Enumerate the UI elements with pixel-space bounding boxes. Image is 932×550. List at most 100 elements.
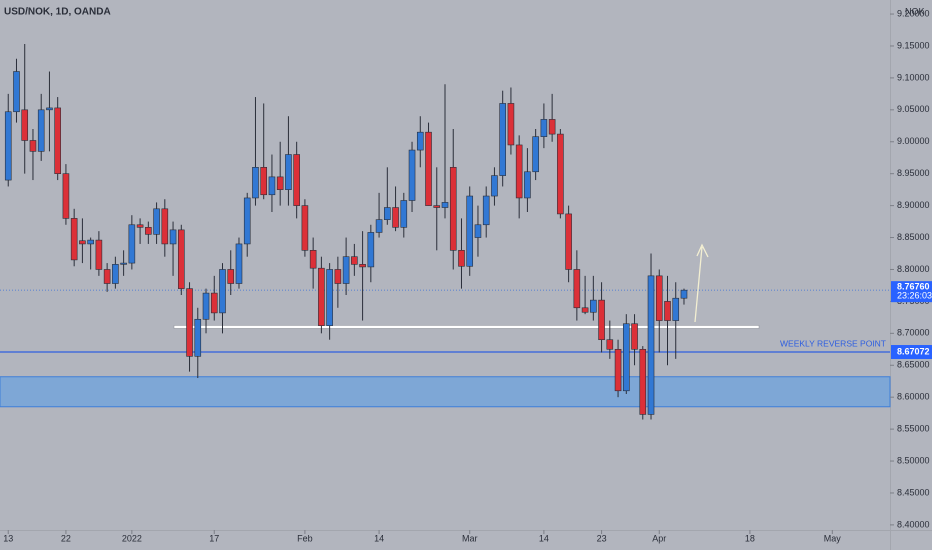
- y-tick-label: 8.95000: [897, 168, 930, 178]
- candle-body: [622, 323, 630, 392]
- candle-body: [441, 202, 449, 208]
- support-line: [173, 325, 760, 329]
- x-tick-label: May: [824, 533, 842, 543]
- x-tick-label: 13: [3, 533, 13, 543]
- candle-body: [565, 213, 572, 270]
- x-tick-label: 17: [209, 533, 219, 543]
- candle-body: [466, 195, 474, 267]
- candle-body: [672, 297, 680, 321]
- y-tick-label: 8.85000: [897, 232, 930, 242]
- x-tick-label: 2022: [122, 533, 142, 543]
- candle-body: [252, 167, 259, 199]
- y-tick-label: 9.20000: [897, 8, 930, 18]
- candle-body: [136, 224, 144, 228]
- candle-body: [268, 176, 276, 196]
- level-label: 8.67072: [897, 346, 930, 356]
- candle-body: [631, 323, 638, 350]
- candle-body: [243, 197, 251, 245]
- candle-body: [309, 250, 317, 269]
- candle-body: [326, 269, 333, 326]
- candle-body: [87, 239, 94, 245]
- y-tick-label: 9.05000: [897, 104, 930, 114]
- candle-body: [293, 154, 300, 206]
- candle-body: [482, 195, 490, 226]
- y-tick-label: 8.90000: [897, 200, 930, 210]
- candle-body: [655, 275, 663, 321]
- candle-body: [128, 224, 136, 264]
- y-tick-label: 8.60000: [897, 392, 930, 402]
- candle-body: [581, 307, 589, 313]
- candle-body: [367, 232, 375, 268]
- candle-body: [458, 250, 465, 267]
- y-tick-label: 8.40000: [897, 519, 930, 529]
- candle-body: [202, 292, 210, 320]
- candle-body: [29, 140, 37, 152]
- y-tick-label: 8.45000: [897, 487, 930, 497]
- candle-body: [153, 208, 160, 235]
- candle-body: [425, 131, 432, 206]
- candle-body: [103, 269, 111, 284]
- candle-body: [400, 200, 408, 228]
- x-tick-label: Mar: [462, 533, 478, 543]
- candle-body: [524, 171, 531, 199]
- candle-body: [507, 103, 515, 146]
- x-tick-label: Apr: [652, 533, 666, 543]
- candle-body: [334, 269, 342, 284]
- candle-body: [408, 149, 416, 201]
- candle-body: [13, 71, 20, 113]
- candle-body: [4, 111, 12, 181]
- candle-body: [491, 175, 498, 197]
- plot: [0, 44, 891, 420]
- candle-body: [606, 339, 614, 350]
- countdown-label: 23:26:03: [897, 291, 932, 301]
- candle-body: [62, 173, 70, 219]
- candle-body: [532, 136, 539, 173]
- candle-body: [219, 269, 226, 314]
- candle-body: [540, 119, 548, 137]
- candle-body: [351, 256, 358, 265]
- candle-body: [21, 109, 29, 141]
- candle-body: [79, 240, 86, 245]
- candle-body: [647, 275, 655, 415]
- candle-body: [433, 205, 441, 208]
- y-tick-label: 8.70000: [897, 328, 930, 338]
- y-tick-label: 8.65000: [897, 360, 930, 370]
- candle-body: [95, 239, 103, 270]
- candle-body: [680, 289, 688, 299]
- x-tick-label: 14: [539, 533, 549, 543]
- zone: [0, 376, 891, 408]
- candle-body: [515, 144, 523, 199]
- chart-title: USD/NOK, 1D, OANDA: [4, 7, 111, 18]
- level-name: WEEKLY REVERSE POINT: [780, 338, 886, 348]
- candle-body: [639, 348, 647, 415]
- candle-body: [318, 267, 325, 326]
- candle-body: [614, 348, 622, 392]
- candle-body: [449, 167, 457, 251]
- y-tick-label: 9.10000: [897, 72, 930, 82]
- candle-body: [112, 264, 119, 284]
- candle-body: [499, 103, 506, 176]
- candle-body: [416, 131, 424, 151]
- candle-body: [590, 299, 597, 313]
- candle-body: [301, 205, 309, 251]
- x-tick-label: Feb: [297, 533, 313, 543]
- x-tick-label: 14: [374, 533, 384, 543]
- candle-body: [186, 288, 193, 357]
- candle-body: [120, 262, 127, 265]
- candle-body: [573, 269, 581, 309]
- candle-body: [375, 219, 383, 233]
- candle-body: [392, 207, 399, 228]
- x-tick-label: 18: [745, 533, 755, 543]
- candle-body: [548, 119, 556, 135]
- candle-body: [285, 154, 292, 190]
- candle-body: [161, 208, 169, 245]
- candle-body: [359, 264, 366, 268]
- candle-body: [598, 299, 605, 341]
- arrow: [694, 243, 709, 323]
- last-price-label: 8.76760: [897, 282, 930, 292]
- y-tick-label: 8.80000: [897, 264, 930, 274]
- x-tick-label: 23: [597, 533, 607, 543]
- y-tick-label: 9.15000: [897, 40, 930, 50]
